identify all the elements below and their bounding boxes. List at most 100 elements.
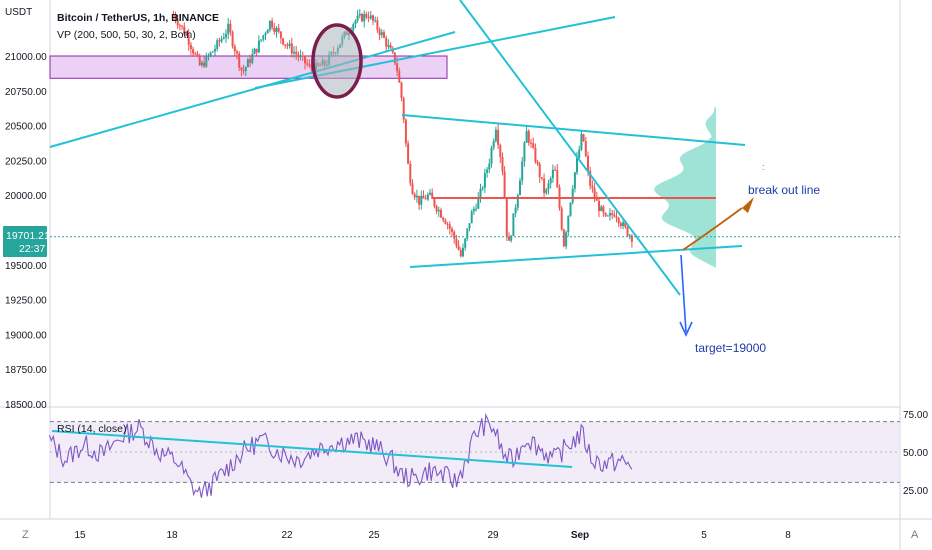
channel-bottom-line[interactable] — [409, 245, 743, 268]
candle-body — [547, 183, 550, 190]
candle-body — [611, 213, 614, 215]
candle-body — [393, 52, 396, 64]
candle-body — [207, 55, 210, 57]
candle-body — [231, 32, 234, 47]
candle-body — [251, 54, 254, 63]
candle-body — [532, 143, 535, 148]
breakout-arrow[interactable] — [682, 207, 743, 251]
candle-body — [378, 29, 381, 35]
highlight-circle[interactable] — [311, 23, 363, 99]
candle-body — [448, 224, 451, 229]
candle-body — [453, 231, 456, 239]
channel-top-line[interactable] — [401, 114, 746, 146]
trendline-lower-long[interactable] — [49, 31, 456, 148]
candle-body — [282, 38, 285, 45]
candle-body — [185, 34, 188, 36]
candle-body — [409, 163, 412, 184]
vp-indicator-label: VP (200, 500, 50, 30, 2, Both) — [57, 29, 196, 41]
candle-body — [411, 183, 414, 195]
candle-body — [433, 198, 436, 207]
candle-body — [426, 194, 429, 200]
candle-body — [613, 214, 616, 217]
candle-body — [295, 51, 298, 55]
candle-body — [200, 62, 203, 65]
candle-body — [578, 149, 581, 158]
time-tick-label: 15 — [74, 530, 86, 541]
candle-body — [236, 51, 238, 54]
candle-body — [567, 215, 570, 233]
candle-body — [510, 235, 513, 241]
target-arrow-head — [679, 321, 693, 337]
candle-body — [543, 178, 546, 193]
candle-body — [628, 235, 631, 237]
candle-body — [622, 222, 625, 226]
candle-body — [486, 169, 489, 173]
candle-body — [424, 198, 427, 200]
candle-body — [470, 211, 473, 224]
candle-body — [209, 52, 212, 56]
rsi-title: RSI (14, close) — [57, 423, 126, 435]
candle-body — [508, 236, 510, 241]
candle-body — [490, 147, 493, 164]
volume-profile — [654, 106, 716, 268]
candle-body — [512, 213, 515, 236]
price-tick-label: 19500.00 — [5, 261, 47, 272]
candle-body — [308, 64, 311, 66]
price-tick-label: 20500.00 — [5, 122, 47, 133]
candle-body — [573, 172, 576, 189]
candle-body — [238, 53, 241, 68]
zoom-z-button[interactable]: Z — [22, 529, 29, 541]
candle-body — [398, 71, 401, 83]
time-tick-label: 8 — [785, 530, 791, 541]
candle-body — [606, 215, 609, 217]
candle-body — [571, 188, 574, 203]
candle-body — [225, 33, 227, 38]
candle-body — [229, 23, 232, 33]
candle-body — [400, 82, 403, 98]
candle-body — [290, 43, 293, 54]
candle-body — [582, 134, 585, 142]
target-arrow[interactable] — [680, 254, 687, 333]
candle-body — [420, 195, 423, 205]
candle-body — [600, 206, 603, 211]
candle-body — [488, 163, 491, 170]
candle-body — [402, 98, 405, 120]
candle-body — [356, 15, 359, 21]
candle-body — [481, 187, 484, 189]
candle-body — [216, 40, 219, 49]
rsi-trendline[interactable] — [51, 430, 573, 468]
candle-body — [462, 247, 464, 257]
candle-body — [477, 197, 480, 209]
candle-body — [176, 20, 179, 26]
candle-body — [437, 210, 440, 212]
candle-body — [275, 28, 278, 32]
candle-body — [455, 238, 458, 246]
candle-body — [619, 223, 622, 226]
time-tick-label: Sep — [571, 530, 589, 541]
candle-body — [299, 55, 302, 57]
price-tick-label: 20000.00 — [5, 191, 47, 202]
candle-body — [413, 194, 416, 198]
auto-scale-a-button[interactable]: A — [911, 529, 919, 541]
breakout-label: break out line — [748, 183, 820, 197]
trendline-descending[interactable] — [459, 0, 681, 296]
candle-body — [271, 20, 274, 28]
target-label: target=19000 — [695, 341, 766, 355]
candle-body — [560, 208, 563, 230]
time-axis[interactable]: 15 18 22 25 29 Sep 5 8 — [74, 530, 791, 541]
price-tick-label: 18750.00 — [5, 365, 47, 376]
candle-body — [396, 63, 399, 72]
candle-body — [626, 227, 629, 236]
candle-body — [178, 25, 181, 27]
candle-body — [240, 67, 243, 71]
candle-body — [527, 131, 530, 143]
candle-body — [385, 37, 388, 47]
candle-body — [293, 51, 295, 54]
candle-body — [196, 53, 199, 56]
candle-body — [466, 228, 469, 239]
candle-body — [514, 207, 517, 214]
candle-body — [260, 39, 263, 41]
candle-body — [538, 163, 541, 178]
time-tick-label: 18 — [166, 530, 178, 541]
